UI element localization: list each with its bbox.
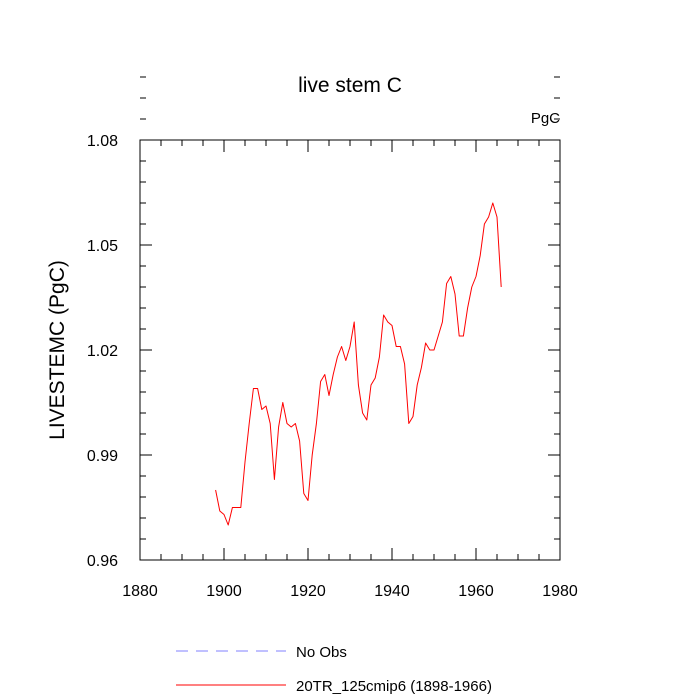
plot-frame: [139, 139, 561, 561]
series-line-20tr: [215, 202, 502, 526]
y-tick-labels: 0.96 0.99 1.02 1.05 1.08: [87, 133, 118, 570]
x-tick-label: 1920: [290, 583, 326, 600]
legend-label-no-obs: No Obs: [296, 644, 347, 661]
chart-title: live stem C: [298, 74, 402, 97]
y-tick-label: 0.96: [87, 553, 118, 570]
y-tick-label: 1.02: [87, 343, 118, 360]
axis-ticks: [139, 76, 561, 561]
y-tick-label: 0.99: [87, 448, 118, 465]
x-tick-label: 1900: [206, 583, 242, 600]
x-tick-labels: 1880 1900 1920 1940 1960 1980: [122, 583, 578, 600]
x-tick-label: 1980: [542, 583, 578, 600]
legend: No Obs 20TR_125cmip6 (1898-1966): [176, 644, 492, 695]
y-tick-label: 1.05: [87, 238, 118, 255]
y-axis-label: LIVESTEMC (PgC): [46, 260, 69, 440]
y-tick-label: 1.08: [87, 133, 118, 150]
series-lines: [215, 202, 502, 526]
x-tick-label: 1880: [122, 583, 158, 600]
legend-label-20tr: 20TR_125cmip6 (1898-1966): [296, 678, 492, 695]
units-label: PgC: [531, 110, 560, 127]
x-tick-label: 1940: [374, 583, 410, 600]
x-tick-label: 1960: [458, 583, 494, 600]
